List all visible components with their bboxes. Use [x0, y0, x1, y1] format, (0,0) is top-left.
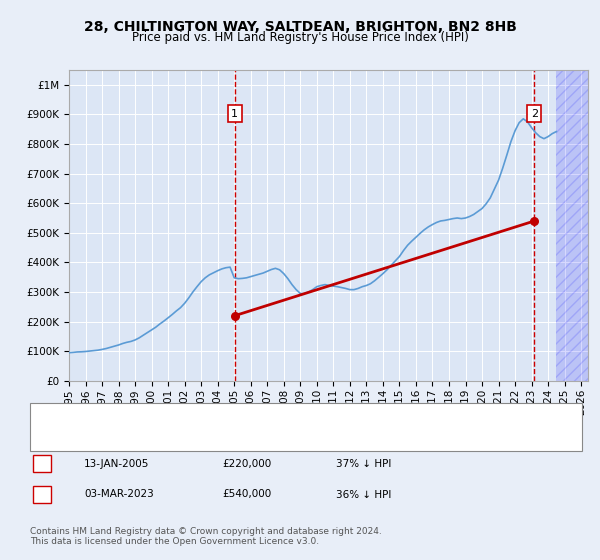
Text: 13-JAN-2005: 13-JAN-2005 [84, 459, 149, 469]
Text: 28, CHILTINGTON WAY, SALTDEAN, BRIGHTON, BN2 8HB: 28, CHILTINGTON WAY, SALTDEAN, BRIGHTON,… [83, 20, 517, 34]
Text: 37% ↓ HPI: 37% ↓ HPI [336, 459, 391, 469]
Text: 1: 1 [231, 109, 238, 119]
Text: 1: 1 [38, 459, 46, 469]
Text: 2: 2 [531, 109, 538, 119]
Point [230, 311, 239, 320]
Text: 2: 2 [38, 489, 46, 500]
Text: 36% ↓ HPI: 36% ↓ HPI [336, 489, 391, 500]
Text: 03-MAR-2023: 03-MAR-2023 [84, 489, 154, 500]
Text: HPI: Average price, detached house, Brighton and Hove: HPI: Average price, detached house, Brig… [69, 432, 347, 442]
Text: —: — [45, 409, 60, 424]
Point [530, 217, 539, 226]
Text: —: — [45, 430, 60, 445]
Bar [556, 70, 588, 381]
Text: 28, CHILTINGTON WAY, SALTDEAN, BRIGHTON, BN2 8HB (detached house): 28, CHILTINGTON WAY, SALTDEAN, BRIGHTON,… [69, 412, 438, 422]
Text: Contains HM Land Registry data © Crown copyright and database right 2024.
This d: Contains HM Land Registry data © Crown c… [30, 526, 382, 546]
Text: £540,000: £540,000 [222, 489, 271, 500]
Text: Price paid vs. HM Land Registry's House Price Index (HPI): Price paid vs. HM Land Registry's House … [131, 31, 469, 44]
Text: £220,000: £220,000 [222, 459, 271, 469]
